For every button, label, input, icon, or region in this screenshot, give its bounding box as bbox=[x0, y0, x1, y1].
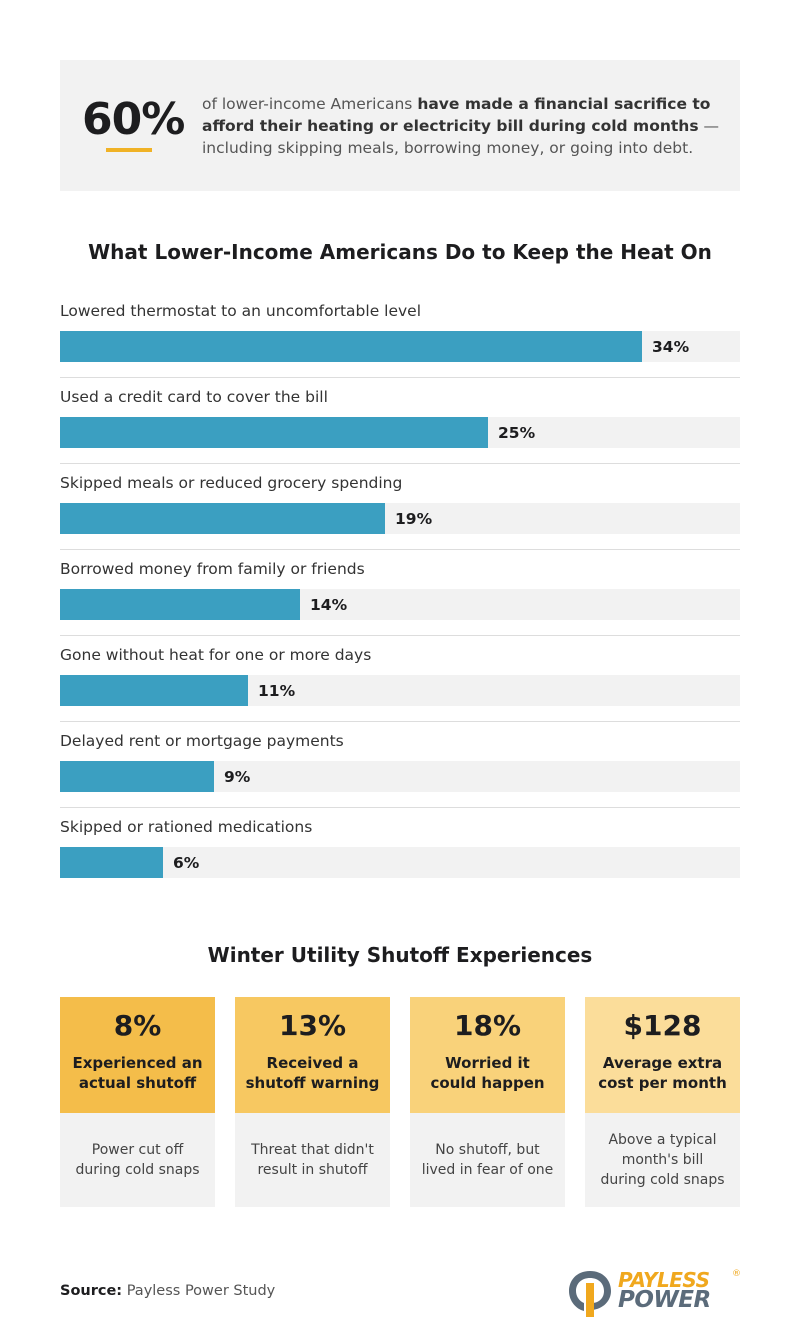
bar-category-label: Skipped or rationed medications bbox=[60, 818, 313, 836]
bar-item: Delayed rent or mortgage payments 9% bbox=[60, 726, 740, 812]
bar-divider bbox=[60, 463, 740, 464]
headline-text-lead: of lower-income Americans bbox=[202, 95, 418, 113]
bar-value-label: 19% bbox=[395, 510, 433, 528]
bar bbox=[60, 761, 214, 792]
bar bbox=[60, 331, 642, 362]
bar-divider bbox=[60, 807, 740, 808]
headline-text-bold: have made a financial sacrifice to affor… bbox=[202, 95, 711, 135]
bar-track: 34% bbox=[60, 331, 740, 362]
source-text: Payless Power Study bbox=[122, 1283, 276, 1299]
bar-item: Borrowed money from family or friends 14% bbox=[60, 554, 740, 640]
bar-track: 25% bbox=[60, 417, 740, 448]
stat-card-label: Received a shutoff warning bbox=[245, 1054, 380, 1092]
stat-card-label: Average extra cost per month bbox=[598, 1054, 727, 1092]
bar-divider bbox=[60, 635, 740, 636]
bar bbox=[60, 503, 385, 534]
bar bbox=[60, 675, 248, 706]
bar-track: 6% bbox=[60, 847, 740, 878]
bar-divider bbox=[60, 549, 740, 550]
stat-card-footer: Power cut off during cold snaps bbox=[60, 1113, 215, 1207]
bar-track: 19% bbox=[60, 503, 740, 534]
bar-value-label: 11% bbox=[258, 682, 296, 700]
stat-card-value: $128 bbox=[623, 1009, 702, 1042]
bar-category-label: Used a credit card to cover the bill bbox=[60, 388, 328, 406]
headline-stat-box: 60% of lower-income Americans have made … bbox=[60, 60, 740, 191]
stat-card-note: Above a typical month's bill during cold… bbox=[600, 1132, 725, 1188]
bar-item: Lowered thermostat to an uncomfortable l… bbox=[60, 296, 740, 382]
bar-track: 14% bbox=[60, 589, 740, 620]
stat-card-footer: Threat that didn't result in shutoff bbox=[235, 1113, 390, 1207]
bar-category-label: Skipped meals or reduced grocery spendin… bbox=[60, 474, 403, 492]
logo-registered-mark: ® bbox=[732, 1269, 741, 1279]
stat-card-header: 13% Received a shutoff warning bbox=[235, 997, 390, 1113]
bar-value-label: 34% bbox=[652, 338, 690, 356]
bar-value-label: 9% bbox=[224, 768, 251, 786]
bar-divider bbox=[60, 377, 740, 378]
stat-card-header: 18% Worried it could happen bbox=[410, 997, 565, 1113]
bar-chart: Lowered thermostat to an uncomfortable l… bbox=[60, 296, 740, 886]
bar-value-label: 25% bbox=[498, 424, 536, 442]
stat-card: $128 Average extra cost per month Above a … bbox=[585, 997, 740, 1207]
headline-text-tail: — including skipping meals, borrowing mo… bbox=[202, 117, 719, 157]
bar-value-label: 6% bbox=[173, 854, 200, 872]
stat-card-footer: No shutoff, but lived in fear of one bbox=[410, 1113, 565, 1207]
shutoff-cards: 8% Experienced an actual shutoff Power cut… bbox=[60, 997, 740, 1207]
bar-item: Gone without heat for one or more days 11… bbox=[60, 640, 740, 726]
stat-card: 13% Received a shutoff warning Threat that… bbox=[235, 997, 390, 1207]
bar-category-label: Borrowed money from family or friends bbox=[60, 560, 365, 578]
bar-item: Skipped meals or reduced grocery spendin… bbox=[60, 468, 740, 554]
bar bbox=[60, 589, 300, 620]
bar-item: Used a credit card to cover the bill 25% bbox=[60, 382, 740, 468]
stat-card-footer: Above a typical month's bill during cold… bbox=[585, 1113, 740, 1207]
stat-card-note: Threat that didn't result in shutoff bbox=[251, 1142, 374, 1178]
bar-category-label: Gone without heat for one or more days bbox=[60, 646, 372, 664]
bar bbox=[60, 417, 488, 448]
stat-card-header: $128 Average extra cost per month bbox=[585, 997, 740, 1113]
bar-track: 9% bbox=[60, 761, 740, 792]
chart-title: What Lower-Income Americans Do to Keep t… bbox=[88, 240, 712, 264]
payless-power-logo: PAYLESS POWER ® bbox=[566, 1265, 742, 1321]
source-label: Source: bbox=[60, 1283, 123, 1299]
headline-text: of lower-income Americans have made a fi… bbox=[202, 93, 722, 159]
bar-item: Skipped or rationed medications 6% bbox=[60, 812, 740, 898]
bar-category-label: Lowered thermostat to an uncomfortable l… bbox=[60, 302, 422, 320]
stat-card-note: Power cut off during cold snaps bbox=[75, 1142, 200, 1178]
stat-card: 8% Experienced an actual shutoff Power cut… bbox=[60, 997, 215, 1207]
shutoff-title: Winter Utility Shutoff Experiences bbox=[207, 943, 593, 967]
stat-card-value: 18% bbox=[453, 1009, 522, 1042]
stat-underline bbox=[106, 148, 152, 152]
payless-power-logo-icon bbox=[569, 1271, 611, 1317]
source-line: Source: Payless Power Study bbox=[60, 1283, 275, 1299]
bar bbox=[60, 847, 163, 878]
stat-card-value: 8% bbox=[113, 1009, 162, 1042]
bar-divider bbox=[60, 721, 740, 722]
logo-word-payless: PAYLESS bbox=[618, 1268, 710, 1292]
stat-card-header: 8% Experienced an actual shutoff bbox=[60, 997, 215, 1113]
stat-card-label: Worried it could happen bbox=[430, 1054, 545, 1092]
stat-card-label: Experienced an actual shutoff bbox=[72, 1054, 203, 1092]
stat-card-note: No shutoff, but lived in fear of one bbox=[421, 1142, 554, 1178]
bar-value-label: 14% bbox=[310, 596, 348, 614]
bar-category-label: Delayed rent or mortgage payments bbox=[60, 732, 344, 750]
logo-word-power: POWER bbox=[618, 1287, 711, 1313]
logo-text: PAYLESS POWER bbox=[618, 1268, 711, 1313]
stat-card: 18% Worried it could happen No shutoff, bu… bbox=[410, 997, 565, 1207]
bar-track: 11% bbox=[60, 675, 740, 706]
stat-card-value: 13% bbox=[278, 1009, 347, 1042]
headline-stat: 60% bbox=[82, 94, 185, 145]
